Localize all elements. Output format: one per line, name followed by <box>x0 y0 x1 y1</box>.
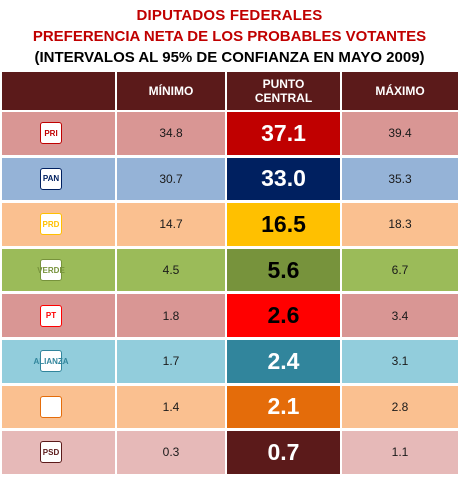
row-party-cell: VERDE <box>2 248 117 295</box>
row-min-value: 34.8 <box>117 112 227 158</box>
row-min-value: 1.4 <box>117 385 227 432</box>
row-min-value: 1.7 <box>117 339 227 386</box>
pt-logo-icon: PT <box>40 304 62 327</box>
header-min: MÍNIMO <box>117 72 227 112</box>
chart-subtitle: PREFERENCIA NETA DE LOS PROBABLES VOTANT… <box>32 28 427 45</box>
psd-logo-icon: PSD <box>40 441 62 464</box>
row-party-cell: PSD <box>2 431 117 477</box>
chart-note: (INTERVALOS AL 95% DE CONFIANZA EN MAYO … <box>34 49 425 66</box>
row-central-value: 2.6 <box>227 294 342 340</box>
chart-title: DIPUTADOS FEDERALES <box>136 7 323 24</box>
row-max-value: 39.4 <box>342 112 458 158</box>
row-central-value: 5.6 <box>227 248 342 295</box>
row-max-value: 3.1 <box>342 339 458 386</box>
prd-logo-icon: PRD <box>40 213 62 236</box>
row-min-value: 30.7 <box>117 157 227 204</box>
row-max-value: 18.3 <box>342 203 458 249</box>
row-central-value: 33.0 <box>227 157 342 204</box>
row-central-value: 2.4 <box>227 339 342 386</box>
row-max-value: 3.4 <box>342 294 458 340</box>
row-max-value: 35.3 <box>342 157 458 204</box>
row-central-value: 16.5 <box>227 203 342 249</box>
row-max-value: 6.7 <box>342 248 458 295</box>
header-central-label: PUNTO CENTRAL <box>254 77 313 105</box>
header-max: MÁXIMO <box>342 72 458 112</box>
row-min-value: 14.7 <box>117 203 227 249</box>
row-min-value: 1.8 <box>117 294 227 340</box>
row-max-value: 2.8 <box>342 385 458 432</box>
header-party <box>2 72 117 112</box>
row-party-cell <box>2 385 117 432</box>
row-central-value: 2.1 <box>227 385 342 432</box>
row-party-cell: PT <box>2 294 117 340</box>
row-min-value: 4.5 <box>117 248 227 295</box>
row-central-value: 37.1 <box>227 112 342 158</box>
nueva-alianza-logo-icon: ALIANZA <box>33 350 69 373</box>
pan-logo-icon: PAN <box>40 167 62 190</box>
row-party-cell: ALIANZA <box>2 339 117 386</box>
row-min-value: 0.3 <box>117 431 227 477</box>
row-max-value: 1.1 <box>342 431 458 477</box>
row-central-value: 0.7 <box>227 431 342 477</box>
row-party-cell: PRI <box>2 112 117 158</box>
preference-table: MÍNIMO PUNTO CENTRAL MÁXIMO PRI 34.8 37.1 3… <box>2 72 458 477</box>
pri-logo-icon: PRI <box>40 122 62 145</box>
header-central: PUNTO CENTRAL <box>227 72 342 112</box>
verde-logo-icon: VERDE <box>37 259 65 282</box>
convergencia-logo-icon <box>40 395 62 418</box>
row-party-cell: PAN <box>2 157 117 204</box>
row-party-cell: PRD <box>2 203 117 249</box>
